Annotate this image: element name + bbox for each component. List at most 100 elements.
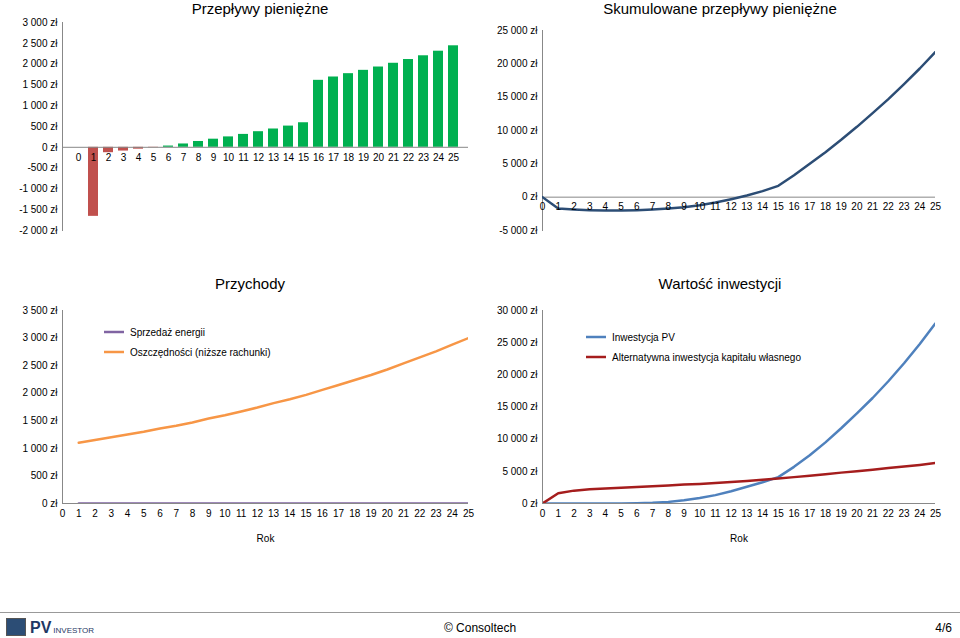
svg-text:12: 12 [726, 201, 738, 212]
svg-text:6: 6 [157, 508, 163, 519]
svg-text:1 000 zł: 1 000 zł [22, 443, 58, 454]
svg-text:0: 0 [540, 508, 546, 519]
svg-text:17: 17 [804, 508, 816, 519]
svg-text:5: 5 [141, 508, 147, 519]
svg-text:30 000 zł: 30 000 zł [497, 305, 538, 316]
svg-text:1: 1 [555, 508, 561, 519]
svg-text:9: 9 [681, 508, 687, 519]
svg-text:0 zł: 0 zł [42, 142, 58, 153]
svg-text:15: 15 [301, 508, 313, 519]
svg-text:2: 2 [571, 201, 577, 212]
svg-text:22: 22 [883, 508, 895, 519]
svg-text:16: 16 [313, 152, 325, 163]
svg-text:13: 13 [268, 508, 280, 519]
svg-text:10: 10 [219, 508, 231, 519]
svg-text:2: 2 [92, 508, 98, 519]
svg-text:11: 11 [710, 508, 721, 519]
svg-text:8: 8 [190, 508, 196, 519]
svg-text:15: 15 [773, 508, 785, 519]
svg-text:3: 3 [587, 508, 593, 519]
svg-text:-1 000 zł: -1 000 zł [19, 183, 58, 194]
svg-text:10 000 zł: 10 000 zł [497, 125, 538, 136]
svg-text:24: 24 [914, 201, 926, 212]
svg-text:3 000 zł: 3 000 zł [22, 17, 58, 28]
svg-text:6: 6 [166, 152, 172, 163]
svg-text:2: 2 [571, 508, 577, 519]
svg-text:Rok: Rok [730, 533, 749, 544]
svg-text:23: 23 [430, 508, 442, 519]
svg-text:21: 21 [867, 201, 879, 212]
svg-text:12: 12 [726, 508, 738, 519]
svg-text:2: 2 [106, 152, 112, 163]
svg-text:7: 7 [173, 508, 179, 519]
svg-text:21: 21 [388, 152, 400, 163]
svg-text:14: 14 [757, 201, 769, 212]
svg-text:15 000 zł: 15 000 zł [497, 401, 538, 412]
svg-text:10: 10 [694, 201, 706, 212]
svg-text:19: 19 [358, 152, 370, 163]
svg-text:11: 11 [238, 152, 249, 163]
svg-text:20 000 zł: 20 000 zł [497, 58, 538, 69]
svg-text:10: 10 [223, 152, 235, 163]
svg-text:24: 24 [447, 508, 459, 519]
svg-text:5: 5 [151, 152, 157, 163]
svg-text:22: 22 [414, 508, 426, 519]
svg-text:22: 22 [883, 201, 895, 212]
svg-text:6: 6 [634, 201, 640, 212]
svg-text:8: 8 [196, 152, 202, 163]
svg-text:9: 9 [681, 201, 687, 212]
svg-text:0 zł: 0 zł [522, 191, 538, 202]
svg-text:9: 9 [211, 152, 217, 163]
svg-text:4: 4 [125, 508, 131, 519]
svg-text:9: 9 [206, 508, 212, 519]
svg-text:0 zł: 0 zł [522, 498, 538, 509]
svg-text:2 500 zł: 2 500 zł [22, 38, 58, 49]
svg-text:3 000 zł: 3 000 zł [22, 332, 58, 343]
svg-text:2 000 zł: 2 000 zł [22, 387, 58, 398]
svg-text:17: 17 [328, 152, 340, 163]
svg-text:4: 4 [603, 201, 609, 212]
svg-text:20 000 zł: 20 000 zł [497, 369, 538, 380]
svg-text:0 zł: 0 zł [42, 498, 58, 509]
svg-text:13: 13 [741, 508, 753, 519]
svg-text:21: 21 [398, 508, 410, 519]
svg-text:2 500 zł: 2 500 zł [22, 360, 58, 371]
svg-text:10 000 zł: 10 000 zł [497, 433, 538, 444]
svg-text:5 000 zł: 5 000 zł [502, 466, 538, 477]
svg-text:3: 3 [121, 152, 127, 163]
svg-text:17: 17 [804, 201, 816, 212]
svg-text:0: 0 [60, 508, 66, 519]
svg-text:24: 24 [914, 508, 926, 519]
svg-text:19: 19 [836, 201, 848, 212]
svg-text:23: 23 [898, 201, 910, 212]
svg-text:3: 3 [108, 508, 114, 519]
svg-text:17: 17 [333, 508, 345, 519]
svg-text:19: 19 [365, 508, 377, 519]
svg-text:7: 7 [650, 508, 656, 519]
svg-text:23: 23 [418, 152, 430, 163]
svg-text:7: 7 [650, 201, 656, 212]
svg-text:15: 15 [773, 201, 785, 212]
svg-text:11: 11 [710, 201, 721, 212]
svg-text:25 000 zł: 25 000 zł [497, 337, 538, 348]
svg-text:4: 4 [136, 152, 142, 163]
svg-text:20: 20 [851, 201, 863, 212]
svg-text:20: 20 [373, 152, 385, 163]
svg-text:25: 25 [463, 508, 475, 519]
svg-text:16: 16 [788, 201, 800, 212]
svg-text:3 500 zł: 3 500 zł [22, 305, 58, 316]
svg-text:20: 20 [382, 508, 394, 519]
svg-text:5: 5 [618, 201, 624, 212]
svg-text:1 000 zł: 1 000 zł [22, 100, 58, 111]
svg-text:0: 0 [540, 201, 546, 212]
svg-text:0: 0 [76, 152, 82, 163]
svg-text:1 500 zł: 1 500 zł [22, 415, 58, 426]
svg-text:4: 4 [603, 508, 609, 519]
svg-text:19: 19 [836, 508, 848, 519]
svg-text:1: 1 [76, 508, 82, 519]
svg-text:1: 1 [555, 201, 561, 212]
svg-text:1 500 zł: 1 500 zł [22, 79, 58, 90]
svg-text:24: 24 [433, 152, 445, 163]
svg-text:18: 18 [820, 508, 832, 519]
svg-text:14: 14 [283, 152, 295, 163]
